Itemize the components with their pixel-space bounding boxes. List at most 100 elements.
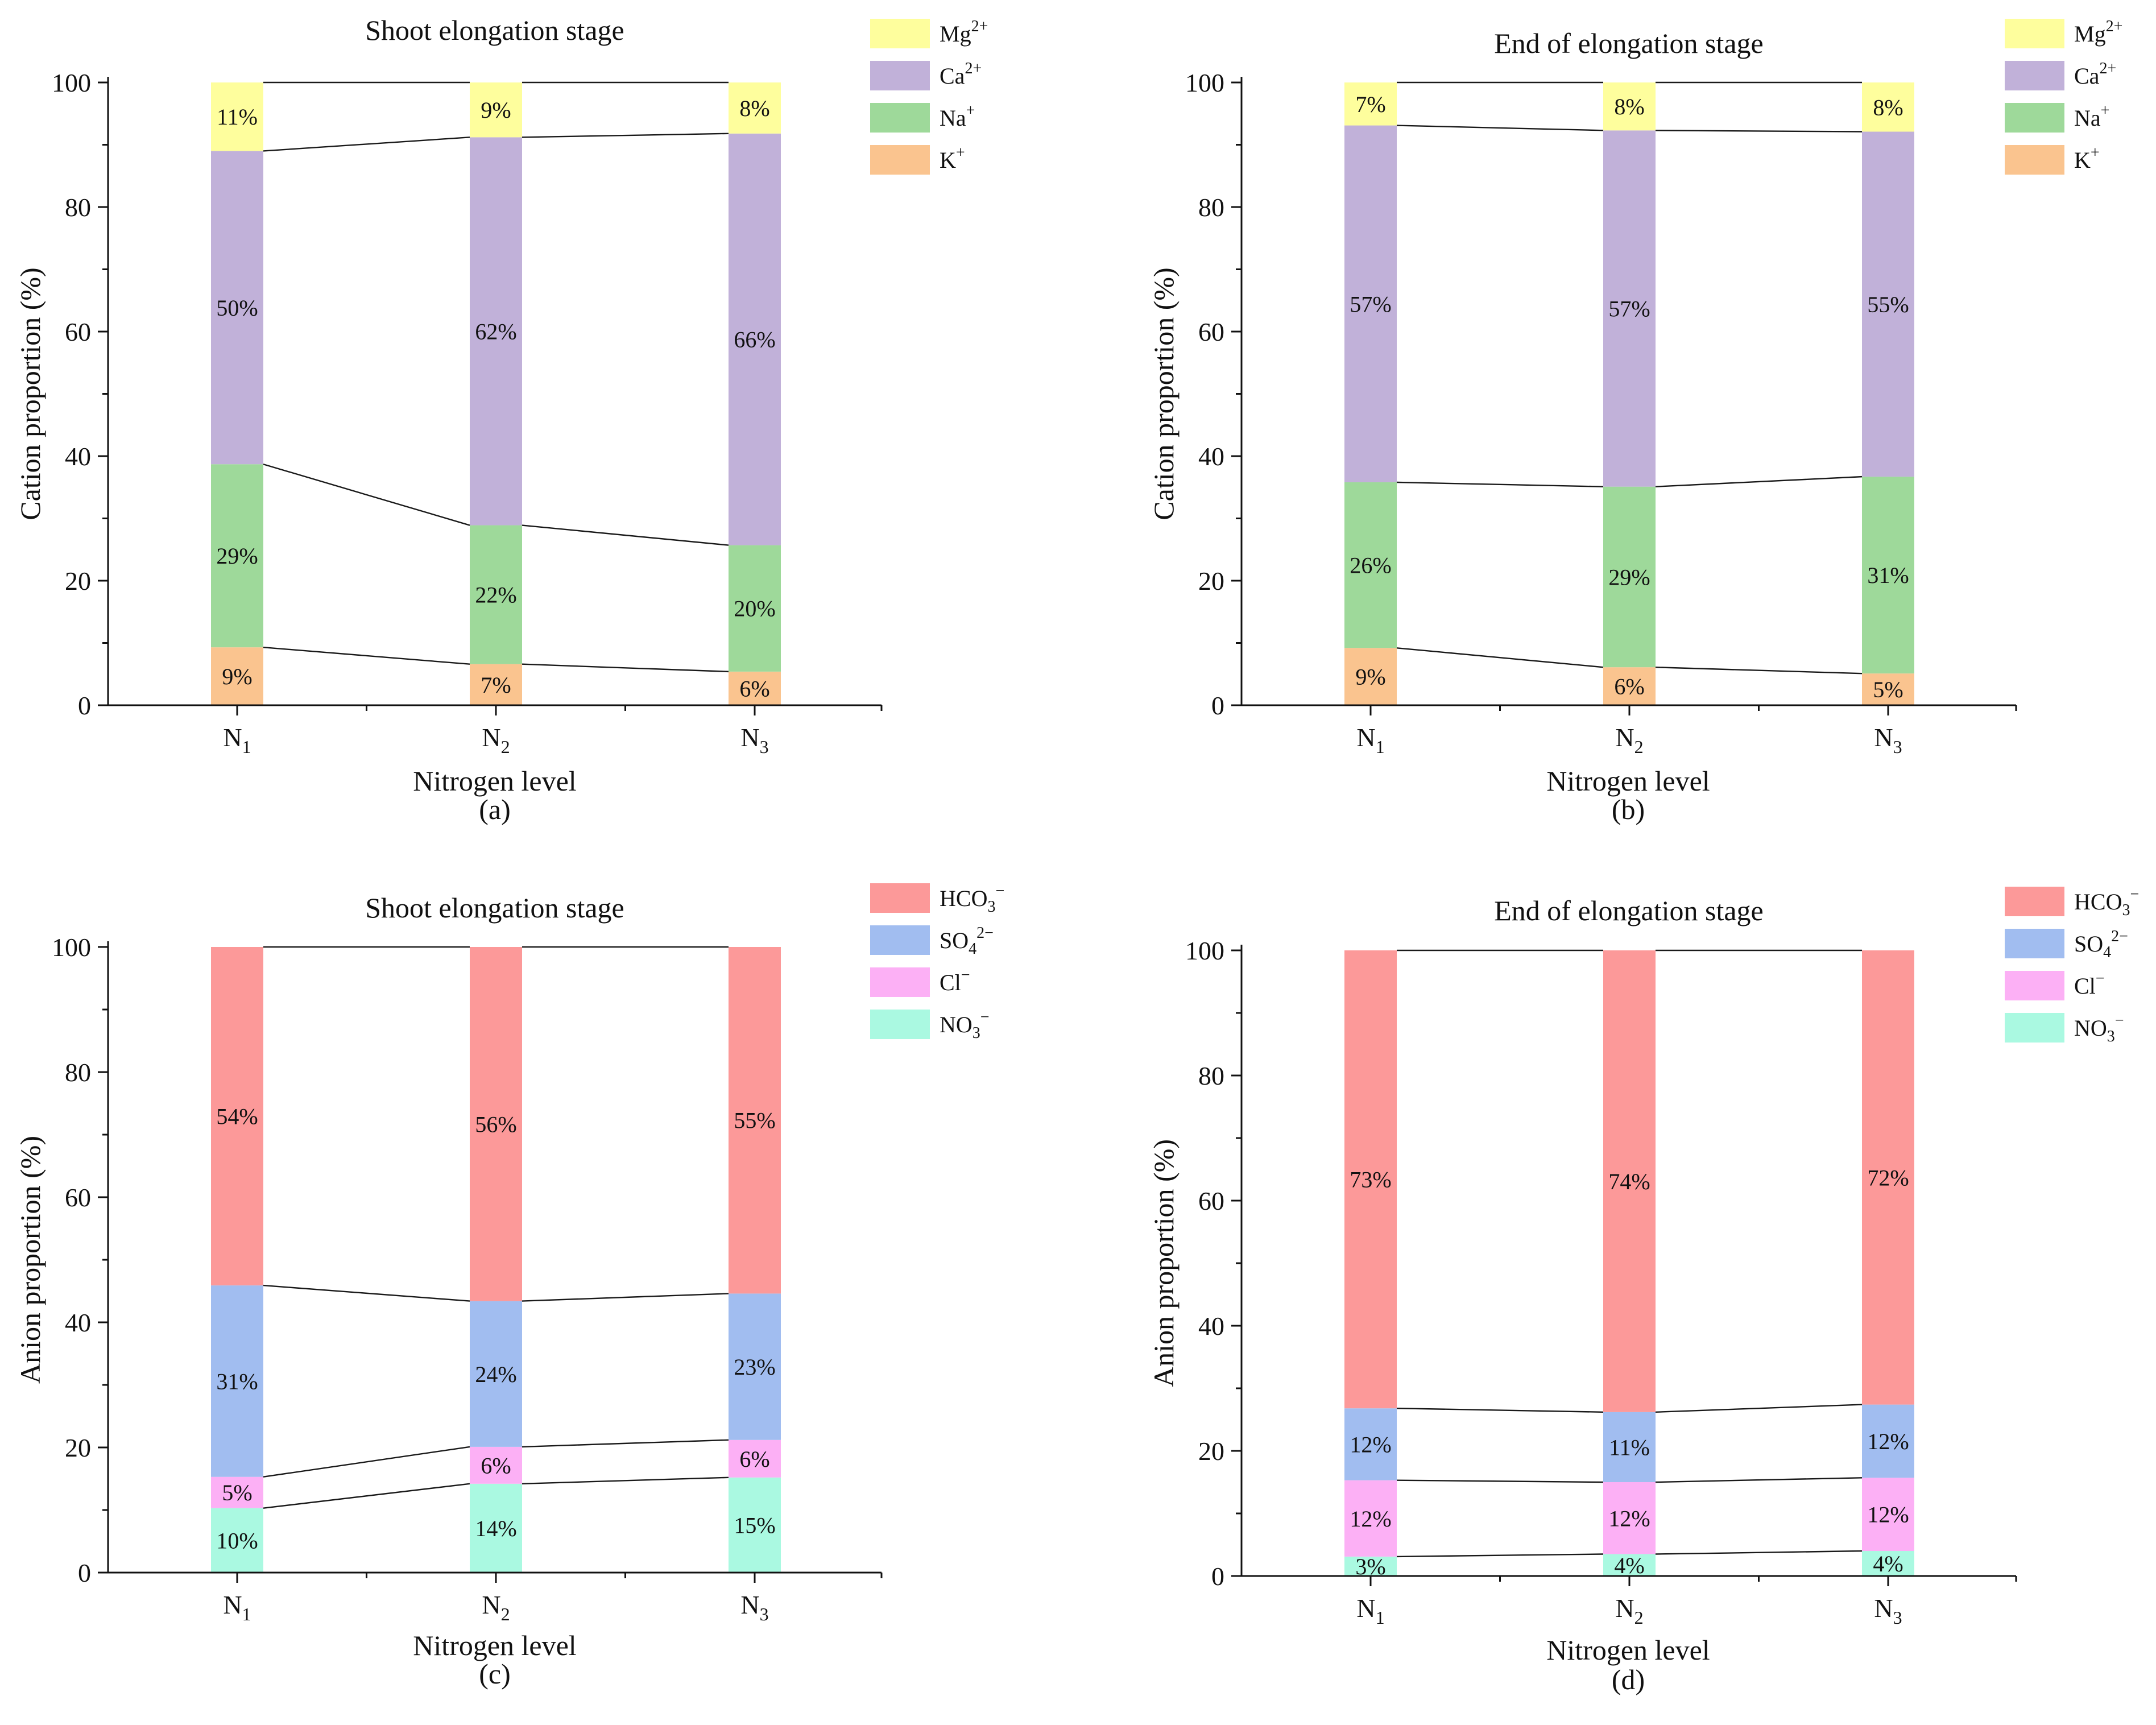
- bar-cl-n3: [1862, 1478, 1914, 1551]
- legend-swatch-ca2: [870, 61, 930, 90]
- data-label: 6%: [739, 1446, 769, 1472]
- connector-line: [522, 1476, 729, 1484]
- bar-no3-n3: [1862, 1551, 1914, 1576]
- y-tick-label: 60: [1198, 1186, 1224, 1215]
- data-label: 4%: [1873, 1551, 1903, 1577]
- connector-line: [522, 133, 729, 138]
- legend-swatch-k: [2005, 145, 2064, 175]
- y-axis-label: Cation proportion (%): [1148, 267, 1180, 520]
- bar-mg2-n1: [211, 82, 263, 151]
- data-label: 55%: [734, 1108, 775, 1134]
- connector-line: [263, 464, 470, 526]
- bar-ca2-n2: [1603, 130, 1656, 487]
- legend-swatch-mg2: [870, 19, 930, 48]
- data-label: 31%: [1867, 562, 1909, 588]
- data-label: 12%: [1867, 1429, 1909, 1454]
- data-label: 11%: [1609, 1434, 1650, 1460]
- bars: 10% 5% 31% 54% 14% 6% 24% 56% 15% 6% 23% 55%: [211, 947, 781, 1573]
- x-tick-label: N1: [1356, 1594, 1384, 1628]
- x-tick-label: N3: [1874, 723, 1902, 757]
- legend-swatch-cl: [870, 967, 930, 997]
- bar-k-n2: [470, 664, 522, 705]
- y-tick-label: 0: [78, 1558, 91, 1587]
- connector-line: [1655, 1477, 1863, 1483]
- y-tick-label: 100: [1185, 936, 1224, 965]
- connector-line: [263, 1446, 470, 1478]
- x-axis-label: Nitrogen level: [413, 1629, 576, 1661]
- bar-na-n3: [1862, 477, 1914, 674]
- bar-ca2-n3: [729, 133, 781, 545]
- panel-c: Shoot elongation stage 10% 5% 31% 54% 14% 6% 24…: [14, 882, 1004, 1690]
- legend-label-k: K+: [2074, 144, 2100, 173]
- connector-line: [1396, 125, 1604, 131]
- connector-line: [1655, 130, 1863, 133]
- bar-k-n3: [1862, 673, 1914, 705]
- chart-title: Shoot elongation stage: [365, 14, 624, 46]
- connector-lines: [1396, 949, 1863, 1558]
- bar-so42-n3: [729, 1293, 781, 1440]
- connector-line: [1655, 1550, 1863, 1555]
- bars: 9% 26% 57% 7% 6% 29% 57% 8% 5% 31% 55% 8%: [1344, 82, 1914, 705]
- data-label: 12%: [1350, 1432, 1391, 1457]
- bar-so42-n1: [211, 1285, 263, 1477]
- x-axis-label: Nitrogen level: [413, 765, 576, 797]
- y-tick-label: 80: [1198, 1061, 1224, 1090]
- data-label: 7%: [481, 672, 511, 698]
- bar-no3-n1: [1344, 1556, 1397, 1576]
- y-tick-label: 60: [65, 317, 91, 346]
- connector-line: [263, 646, 470, 665]
- legend-label-na: Na+: [940, 102, 975, 131]
- y-axis-label: Cation proportion (%): [14, 267, 46, 520]
- legend-label-so42: SO42−: [940, 924, 994, 958]
- panel-a: Shoot elongation stage 9% 29% 50% 11% 7% 22% 62…: [14, 14, 988, 825]
- legend-label-k: K+: [940, 144, 965, 173]
- data-label: 66%: [734, 327, 775, 353]
- y-tick-label: 100: [1185, 68, 1224, 97]
- legend-swatch-so42: [2005, 929, 2064, 958]
- bar-hco3-n1: [211, 947, 263, 1286]
- bars: 3% 12% 12% 73% 4% 12% 11% 74% 4% 12% 12% 72%: [1344, 950, 1914, 1579]
- legend-swatch-no3: [870, 1010, 930, 1039]
- bar-mg2-n2: [470, 82, 522, 138]
- y-tick-label: 0: [78, 691, 91, 720]
- bar-so42-n1: [1344, 1408, 1397, 1480]
- bar-ca2-n3: [1862, 131, 1914, 477]
- connector-line: [1396, 481, 1604, 487]
- y-axis-label: Anion proportion (%): [1148, 1139, 1180, 1387]
- bar-k-n2: [1603, 667, 1656, 705]
- data-label: 55%: [1867, 292, 1909, 317]
- x-tick-label: N1: [223, 1590, 251, 1624]
- y-tick-label: 0: [1211, 1562, 1224, 1591]
- bar-mg2-n3: [729, 82, 781, 134]
- legend: HCO3− SO42− Cl− NO3−: [2005, 886, 2139, 1045]
- bar-mg2-n2: [1603, 82, 1656, 131]
- connector-line: [1396, 1479, 1604, 1483]
- data-label: 72%: [1867, 1165, 1909, 1190]
- bar-na-n1: [211, 464, 263, 648]
- data-label: 31%: [216, 1368, 258, 1394]
- data-label: 6%: [739, 676, 769, 701]
- connector-line: [522, 524, 729, 546]
- x-tick-label: N3: [740, 1590, 768, 1624]
- connector-line: [522, 1439, 729, 1448]
- data-label: 57%: [1608, 296, 1650, 321]
- legend: HCO3− SO42− Cl− NO3−: [870, 882, 1004, 1042]
- y-tick-label: 80: [65, 193, 91, 222]
- data-label: 22%: [475, 582, 516, 608]
- data-label: 5%: [1873, 677, 1903, 702]
- bar-so42-n3: [1862, 1404, 1914, 1478]
- panel-label: (d): [1612, 1664, 1645, 1695]
- legend-swatch-cl: [2005, 971, 2064, 1000]
- bar-cl-n3: [729, 1439, 781, 1478]
- y-tick-label: 100: [52, 933, 91, 962]
- chart-title: End of elongation stage: [1494, 27, 1764, 59]
- data-label: 5%: [222, 1480, 252, 1505]
- connector-line: [522, 663, 729, 673]
- data-label: 50%: [216, 295, 258, 321]
- bar-na-n1: [1344, 482, 1397, 648]
- y-tick-label: 40: [1198, 1312, 1224, 1341]
- legend-label-hco3: HCO3−: [2074, 886, 2139, 919]
- bar-k-n3: [729, 671, 781, 705]
- legend-label-ca2: Ca2+: [2074, 60, 2116, 89]
